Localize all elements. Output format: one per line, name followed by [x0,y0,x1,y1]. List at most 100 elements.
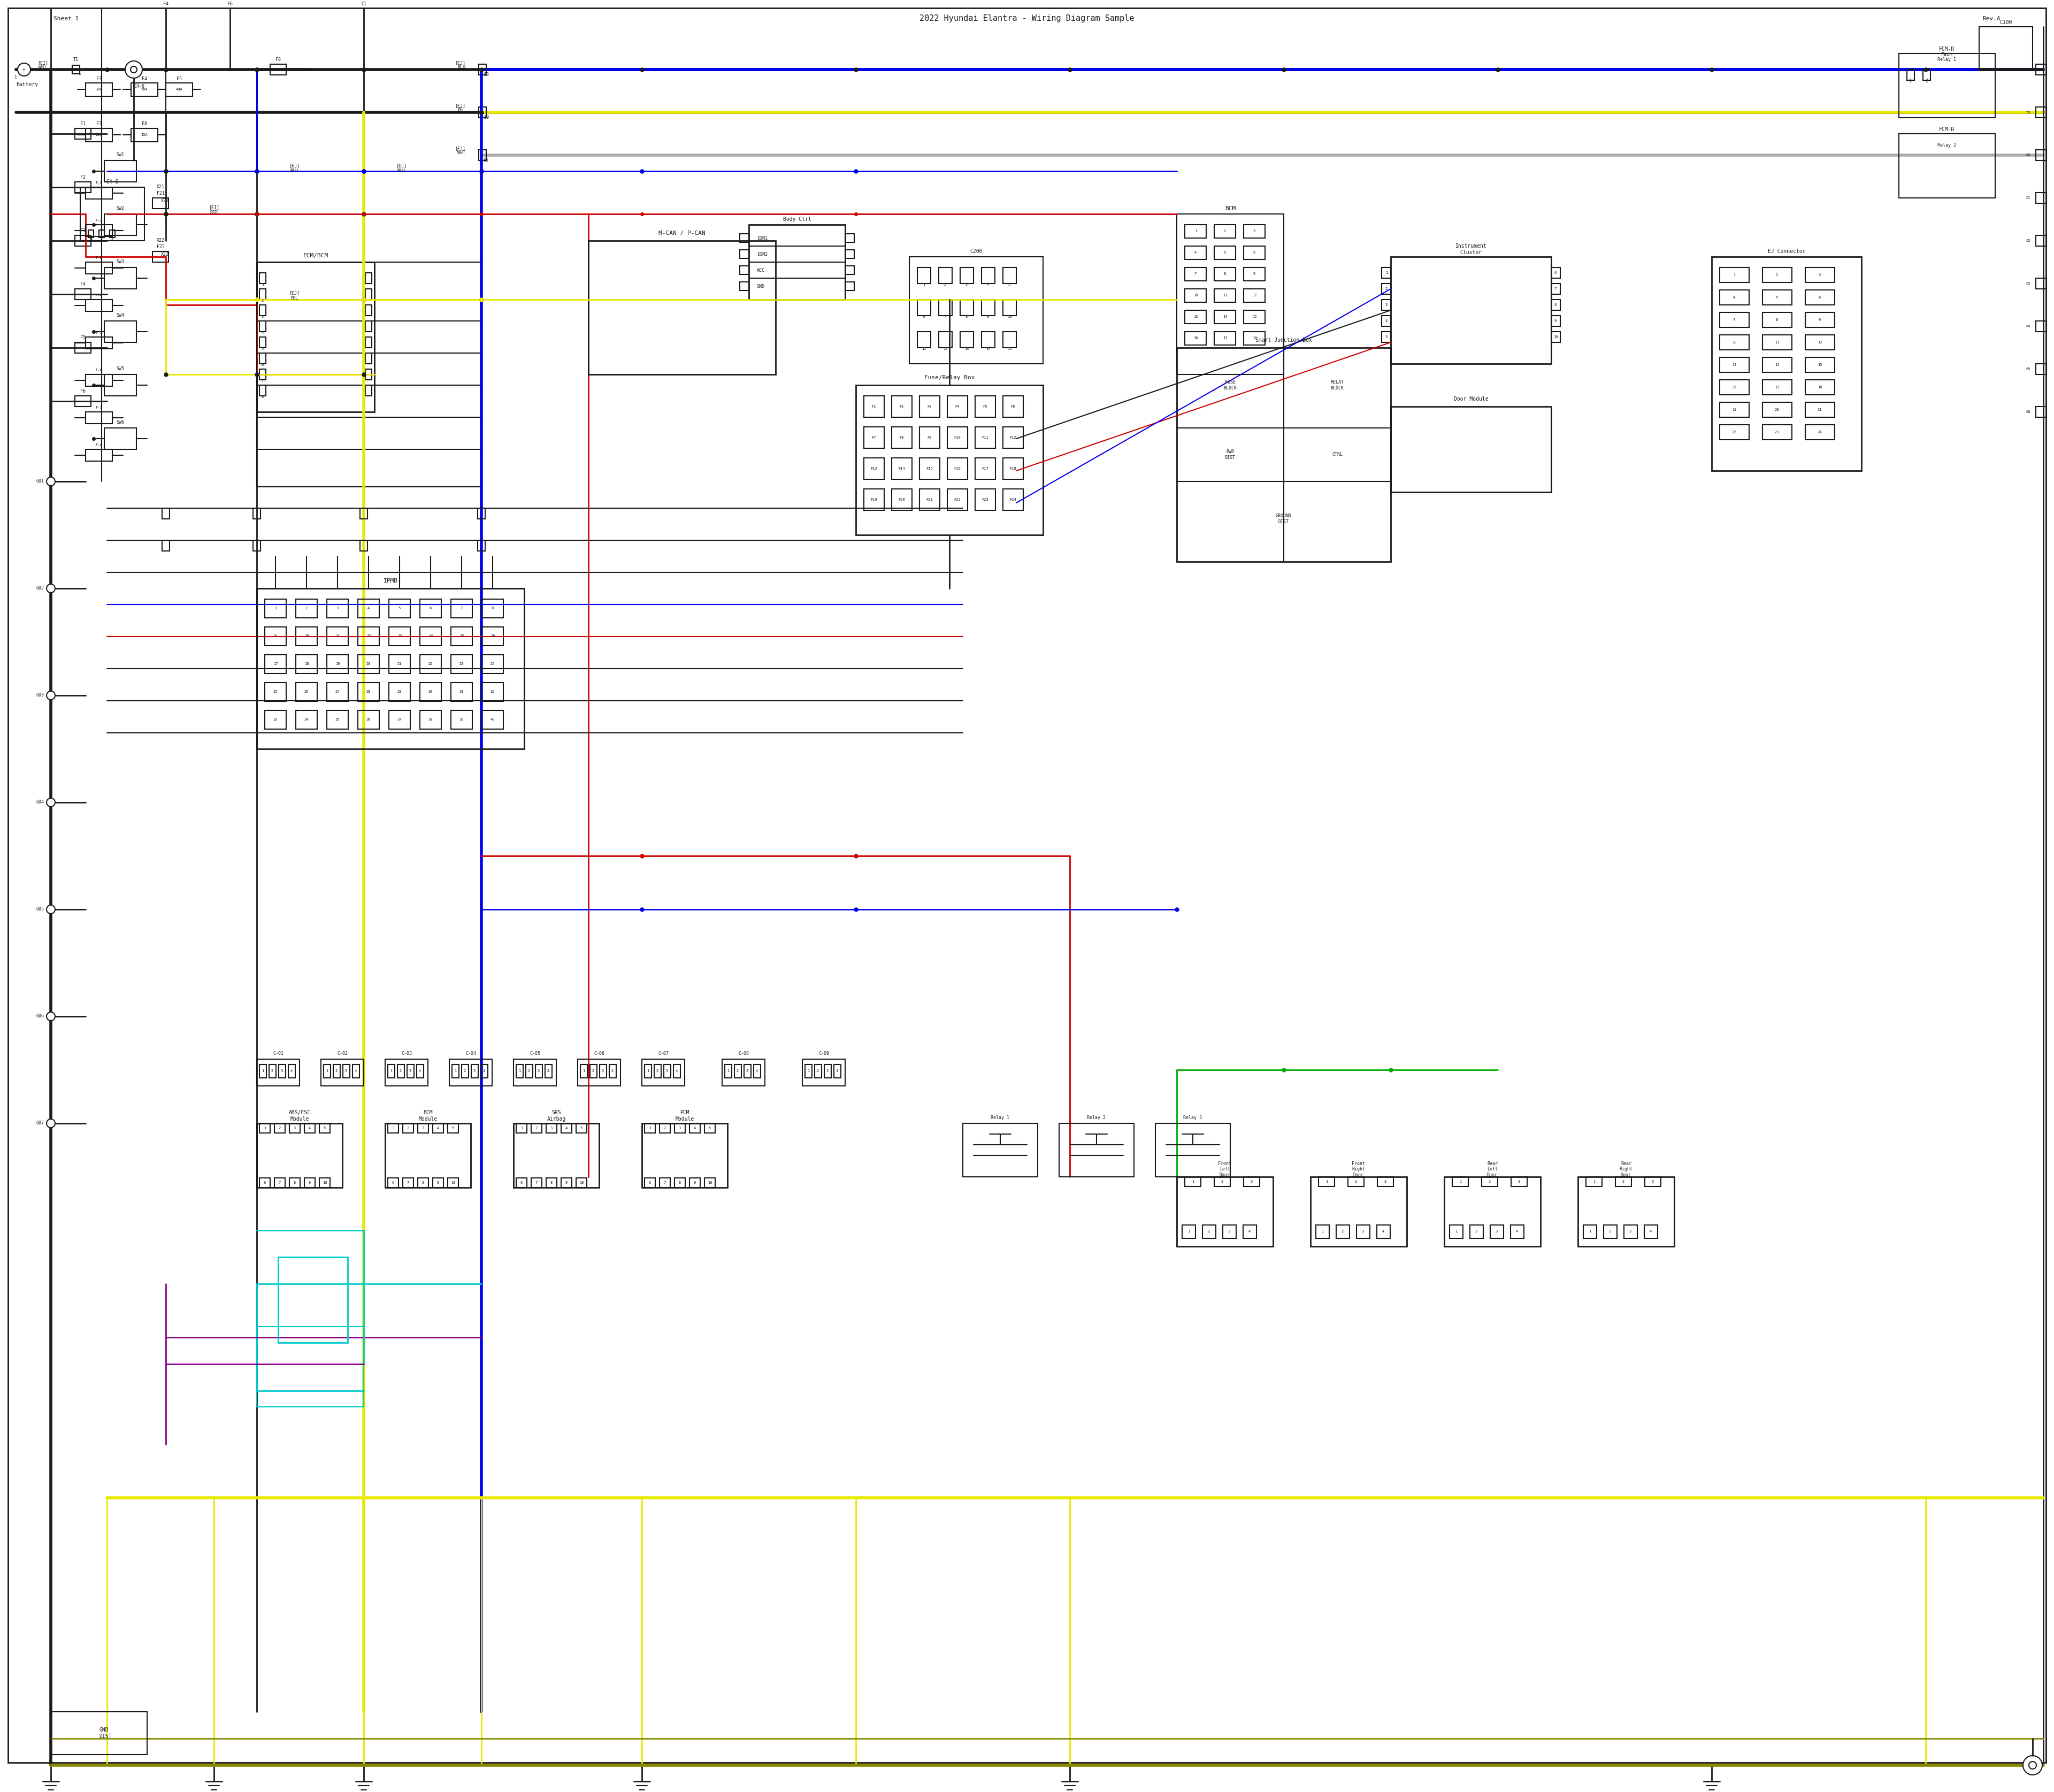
Bar [388,1177,398,1188]
Bar [357,599,380,618]
Bar [318,1124,331,1133]
Text: 3: 3 [1384,1181,1386,1183]
Text: 4: 4 [986,283,990,287]
Bar [947,489,967,511]
Bar [976,459,996,478]
Bar [259,289,265,299]
Text: 26: 26 [304,690,308,694]
Bar [1185,224,1206,238]
Text: 1: 1 [1187,1229,1189,1233]
Text: 18: 18 [1818,385,1822,389]
Text: Fuse/Relay Box: Fuse/Relay Box [924,375,976,380]
Bar [1214,289,1237,303]
Bar [2036,108,2046,118]
Text: 1: 1 [263,1127,265,1129]
Bar [318,1177,331,1188]
Text: 8: 8 [491,607,493,609]
Bar [2036,235,2046,246]
Text: Body Ctrl: Body Ctrl [783,217,811,222]
Text: 10: 10 [450,1181,456,1185]
Bar [105,428,136,450]
Bar [754,1064,760,1077]
Bar [105,161,136,181]
Text: F5: F5 [80,335,86,340]
Text: 6: 6 [261,364,263,366]
Text: 1: 1 [922,283,924,287]
Text: 12: 12 [943,348,947,351]
Text: Sheet 1: Sheet 1 [53,16,78,22]
Text: F-6: F-6 [97,369,103,371]
Bar [1805,357,1834,373]
Bar [705,1177,715,1188]
Text: 66: 66 [2025,410,2031,414]
Bar [88,229,94,238]
Text: F1: F1 [871,405,877,409]
Text: 1: 1 [1910,79,1912,84]
Text: CTRL: CTRL [1331,452,1343,457]
Text: F2: F2 [80,176,86,179]
Bar [959,332,974,348]
Bar [483,710,503,729]
Text: M-CAN / P-CAN: M-CAN / P-CAN [659,231,705,237]
Text: F4: F4 [955,405,959,409]
Text: Rear
Left
Door: Rear Left Door [1487,1161,1497,1177]
Bar [1382,315,1391,326]
Text: Instrument
Cluster: Instrument Cluster [1454,244,1487,254]
Text: [EJ]: [EJ] [454,147,466,151]
Text: 10: 10 [322,1181,327,1185]
Bar [1805,380,1834,394]
Text: 2: 2 [1220,1181,1224,1183]
Text: G02: G02 [37,586,43,591]
Text: 2: 2 [528,1070,530,1073]
Text: YEL: YEL [458,108,466,113]
Text: 59: 59 [2025,111,2031,115]
Bar [1551,267,1561,278]
Text: 2: 2 [1224,229,1226,233]
Bar [359,509,368,520]
Bar [705,1124,715,1133]
Bar [1376,1226,1391,1238]
Bar [1898,54,1994,118]
Bar [674,1177,686,1188]
Text: 1: 1 [1191,1181,1193,1183]
Bar [290,1124,300,1133]
Bar [834,1064,840,1077]
Bar [452,1064,458,1077]
Text: Front
Right
Door: Front Right Door [1352,1161,1366,1177]
Bar [561,1124,571,1133]
Text: 7: 7 [279,1181,281,1185]
Bar [1214,267,1237,281]
Text: 22: 22 [1732,430,1736,434]
Bar [1719,290,1750,305]
Text: 19: 19 [1732,409,1736,412]
Circle shape [2029,1762,2036,1769]
Bar [483,683,503,701]
Text: 9: 9 [694,1181,696,1185]
Text: 24: 24 [1818,430,1822,434]
Text: ABS/ESC
Module: ABS/ESC Module [288,1109,310,1122]
Bar [947,459,967,478]
Text: 20: 20 [366,663,372,665]
Text: 1: 1 [275,607,277,609]
Text: BLU: BLU [458,65,466,70]
Text: SW5: SW5 [117,367,125,371]
Bar [891,459,912,478]
Text: F19: F19 [871,498,877,502]
Bar [739,281,750,290]
Bar [1762,425,1791,439]
Bar [259,1124,271,1133]
Bar [290,1177,300,1188]
Text: SW3: SW3 [117,260,125,265]
Text: 13: 13 [396,634,403,638]
Bar [645,1177,655,1188]
Text: 4: 4 [1384,319,1389,323]
Bar [259,272,265,283]
Bar [1202,1226,1216,1238]
Bar [815,1064,822,1077]
Bar [419,627,442,645]
Bar [575,1124,587,1133]
Text: 2: 2 [945,283,947,287]
Bar [296,683,316,701]
Text: 23: 23 [460,663,464,665]
Bar [86,412,113,423]
